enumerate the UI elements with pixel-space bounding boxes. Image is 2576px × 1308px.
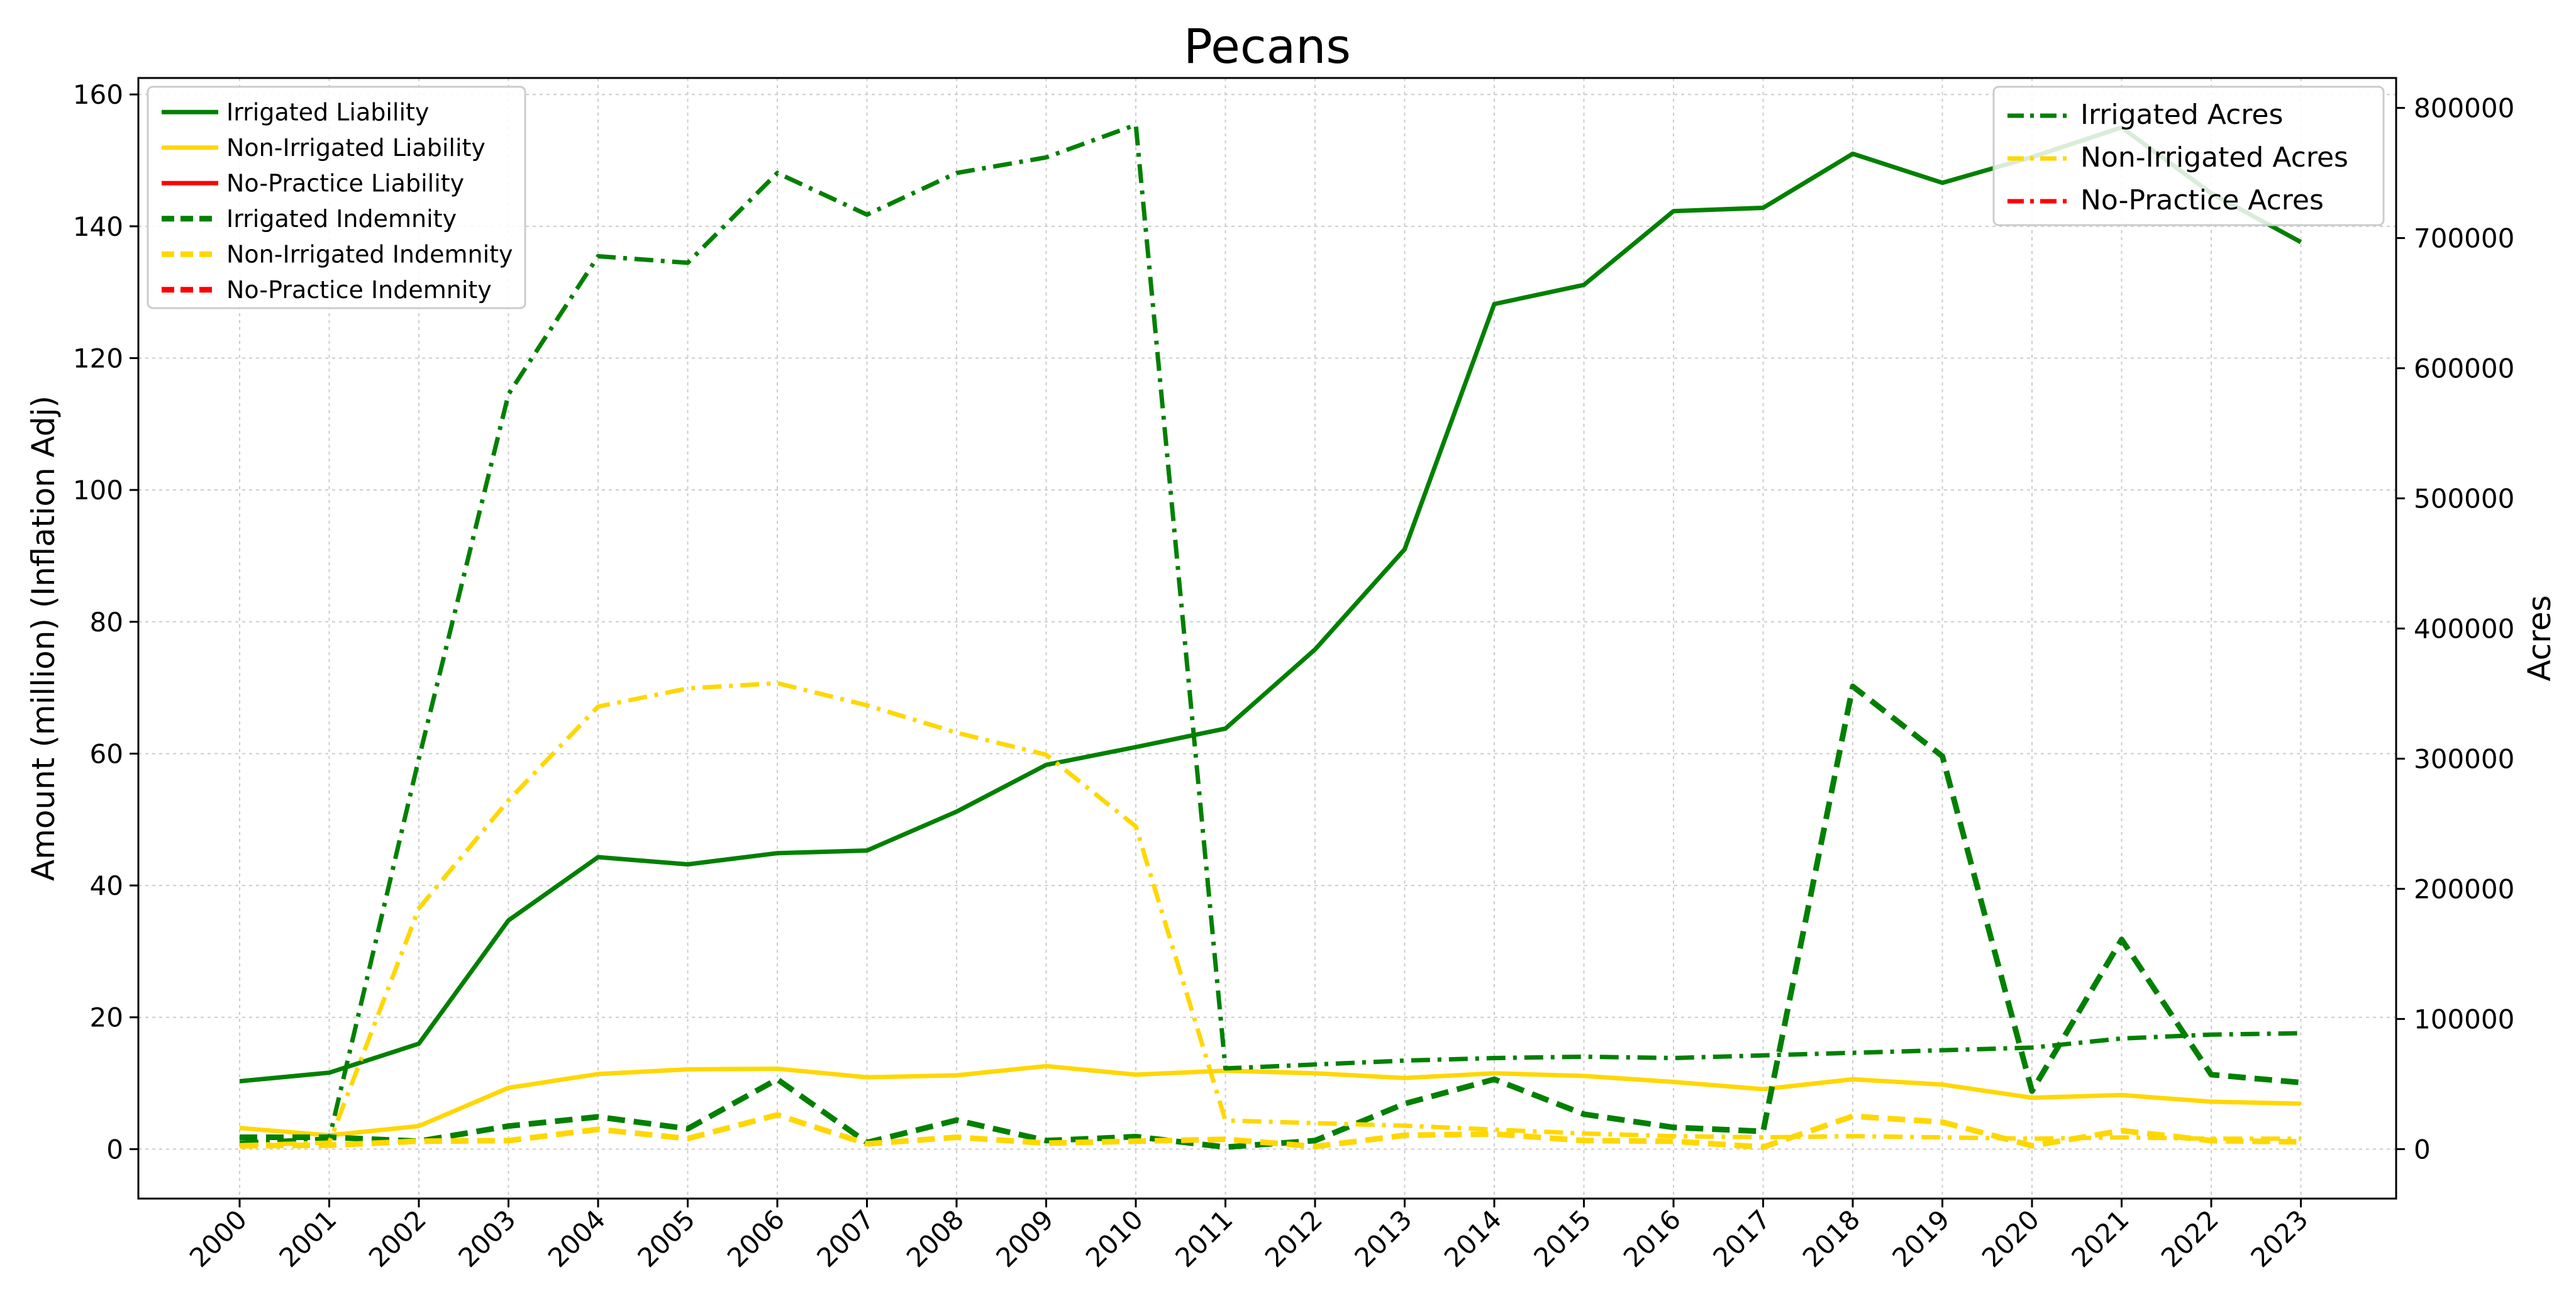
y-tick-left-label: 80 bbox=[90, 607, 123, 638]
y-tick-right-label: 300000 bbox=[2414, 743, 2514, 774]
x-axis: 2000 2001 2002 2003 2004 2005 2006 2007 2008 2009… bbox=[184, 1199, 2314, 1273]
x-tick-label: 2000 bbox=[184, 1204, 253, 1273]
legend-box bbox=[147, 86, 526, 309]
plot-frame bbox=[137, 77, 2397, 1200]
y-tick-left-label: 20 bbox=[90, 1002, 123, 1033]
series-line-non-irrigated-indemnity bbox=[239, 1112, 2301, 1150]
x-tick-label: 2018 bbox=[1797, 1204, 1866, 1273]
y-tick-left-label: 140 bbox=[73, 211, 123, 242]
chart-title: Pecans bbox=[1184, 18, 1351, 74]
x-tick-label: 2009 bbox=[990, 1204, 1059, 1273]
y-tick-right-label: 400000 bbox=[2414, 613, 2514, 644]
x-tick-label: 2001 bbox=[273, 1204, 342, 1273]
legend-label: No-Practice Indemnity bbox=[226, 276, 492, 304]
series-line-irrigated-acres bbox=[239, 123, 2301, 1145]
y-tick-right-label: 200000 bbox=[2414, 873, 2514, 904]
x-tick-label: 2004 bbox=[542, 1204, 611, 1273]
legend-label: Irrigated Indemnity bbox=[226, 205, 457, 233]
x-tick-label: 2005 bbox=[631, 1204, 701, 1273]
x-tick-label: 2012 bbox=[1259, 1204, 1328, 1273]
x-tick-label: 2011 bbox=[1169, 1204, 1238, 1273]
x-tick-label: 2010 bbox=[1080, 1204, 1149, 1273]
legend-label: No-Practice Liability bbox=[226, 169, 464, 197]
legend-acres: Irrigated Acres Non-Irrigated Acres No-Pra… bbox=[1992, 86, 2385, 226]
x-tick-label: 2013 bbox=[1348, 1204, 1418, 1273]
x-tick-label: 2014 bbox=[1438, 1204, 1507, 1273]
x-tick-label: 2022 bbox=[2155, 1204, 2224, 1273]
series-line-irrigated-liability bbox=[239, 125, 2302, 1084]
y-tick-left-label: 120 bbox=[73, 343, 123, 374]
legend-label: Non-Irrigated Acres bbox=[2080, 141, 2348, 174]
y-axis-left: 0 20 40 60 80 100 120 140 160 bbox=[73, 79, 138, 1165]
legend-label: Irrigated Acres bbox=[2080, 99, 2283, 131]
legend-liability-indemnity: Irrigated Liability Non-Irrigated Liabili… bbox=[147, 86, 526, 309]
x-tick-label: 2023 bbox=[2245, 1204, 2314, 1273]
y-tick-left-label: 40 bbox=[90, 870, 123, 901]
x-tick-label: 2016 bbox=[1618, 1204, 1687, 1273]
y-axis-right: 0 100000 200000 300000 400000 500000 600000 700… bbox=[2396, 93, 2514, 1165]
y-axis-right-label: Acres bbox=[2521, 595, 2558, 681]
y-tick-right-label: 500000 bbox=[2414, 484, 2514, 514]
y-tick-left-label: 100 bbox=[73, 475, 123, 506]
x-tick-label: 2019 bbox=[1886, 1204, 1955, 1273]
legend-label: Non-Irrigated Liability bbox=[226, 134, 486, 162]
y-tick-right-label: 0 bbox=[2414, 1134, 2431, 1165]
y-tick-right-label: 600000 bbox=[2414, 353, 2514, 384]
x-tick-label: 2021 bbox=[2065, 1204, 2135, 1273]
x-tick-label: 2002 bbox=[363, 1204, 432, 1273]
x-tick-label: 2008 bbox=[901, 1204, 970, 1273]
y-tick-right-label: 700000 bbox=[2414, 223, 2514, 254]
x-tick-label: 2007 bbox=[811, 1204, 880, 1273]
y-tick-right-label: 100000 bbox=[2414, 1004, 2514, 1034]
x-tick-label: 2003 bbox=[452, 1204, 521, 1273]
y-tick-right-label: 800000 bbox=[2414, 93, 2514, 124]
legend-box bbox=[1992, 86, 2385, 226]
x-tick-label: 2015 bbox=[1528, 1204, 1597, 1273]
y-tick-left-label: 60 bbox=[90, 738, 123, 769]
legend-label: Non-Irrigated Indemnity bbox=[226, 240, 513, 268]
series-line-non-irrigated-liability bbox=[239, 1063, 2301, 1138]
x-tick-label: 2006 bbox=[721, 1204, 791, 1273]
legend-label: Irrigated Liability bbox=[226, 98, 429, 126]
series-lines bbox=[239, 123, 2302, 1150]
legend-label: No-Practice Acres bbox=[2080, 184, 2324, 216]
x-tick-label: 2017 bbox=[1707, 1204, 1776, 1273]
y-axis-left-label: Amount (million) (Inflation Adj) bbox=[25, 396, 62, 881]
y-tick-left-label: 0 bbox=[106, 1134, 123, 1165]
x-tick-label: 2020 bbox=[1976, 1204, 2045, 1273]
y-tick-left-label: 160 bbox=[73, 79, 123, 110]
series-line-non-irrigated-acres bbox=[239, 680, 2301, 1148]
